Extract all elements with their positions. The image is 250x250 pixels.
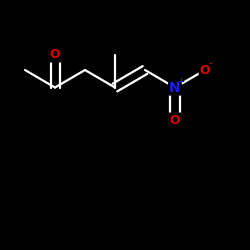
Text: O: O bbox=[50, 48, 60, 62]
Text: +: + bbox=[177, 78, 184, 86]
Text: O: O bbox=[200, 64, 210, 76]
Text: N: N bbox=[169, 80, 181, 94]
Text: -: - bbox=[209, 60, 212, 69]
Text: O: O bbox=[170, 114, 180, 126]
